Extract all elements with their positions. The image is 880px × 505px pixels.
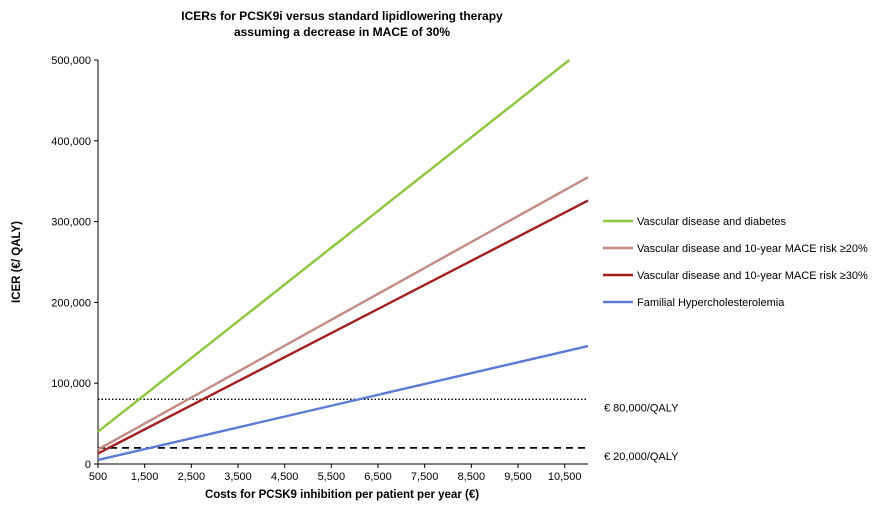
x-tick-label: 10,500 [548,471,582,483]
x-tick-label: 6,500 [364,471,392,483]
y-tick-label: 300,000 [51,217,91,229]
series-lines [97,59,589,462]
y-tick-label: 500,000 [51,55,91,67]
series-line-1 [97,59,571,433]
chart-title-line-1: ICERs for PCSK9i versus standard lipidlo… [181,9,503,23]
axes [97,60,588,465]
y-tick-label: 400,000 [51,136,91,148]
reference-line-label: € 20,000/QALY [604,451,679,463]
x-tick-label: 9,500 [504,471,532,483]
x-tick-label: 4,500 [271,471,299,483]
legend-entry-3: Vascular disease and 10-year MACE risk ≥… [637,270,868,282]
chart-title-line-2: assuming a decrease in MACE of 30% [234,25,450,39]
chart-title: ICERs for PCSK9i versus standard lipidlo… [181,9,503,39]
series-line-4 [97,344,589,462]
legend: Vascular disease and diabetes Vascular di… [603,216,868,309]
x-tick-label: 1,500 [131,471,159,483]
legend-entry-1: Vascular disease and diabetes [637,216,787,228]
legend-entry-4: Familial Hypercholesterolemia [637,297,785,309]
y-tick-label: 200,000 [51,297,91,309]
series-line-3 [97,199,589,455]
y-tick-label: 100,000 [51,378,91,390]
reference-line-label: € 80,000/QALY [604,402,679,414]
y-axis-ticks: 0 100,000 200,000 300,000 400,000 500,000 [51,55,98,471]
y-axis-label: ICER (€/ QALY) [11,221,23,303]
legend-entry-2: Vascular disease and 10-year MACE risk ≥… [637,243,868,255]
x-axis-ticks: 500 1,500 2,500 3,500 4,500 5,500 6,500 7,500 8,… [89,464,582,483]
series-line-2 [97,176,589,451]
x-tick-label: 8,500 [458,471,486,483]
x-tick-label: 3,500 [224,471,252,483]
x-tick-label: 2,500 [178,471,206,483]
reference-lines [98,398,588,449]
reference-line-labels: € 80,000/QALY € 20,000/QALY [604,402,679,462]
y-tick-label: 0 [85,459,91,471]
x-tick-label: 7,500 [411,471,439,483]
x-tick-label: 500 [89,471,107,483]
x-axis-label: Costs for PCSK9 inhibition per patient p… [205,489,479,501]
x-tick-label: 5,500 [318,471,346,483]
